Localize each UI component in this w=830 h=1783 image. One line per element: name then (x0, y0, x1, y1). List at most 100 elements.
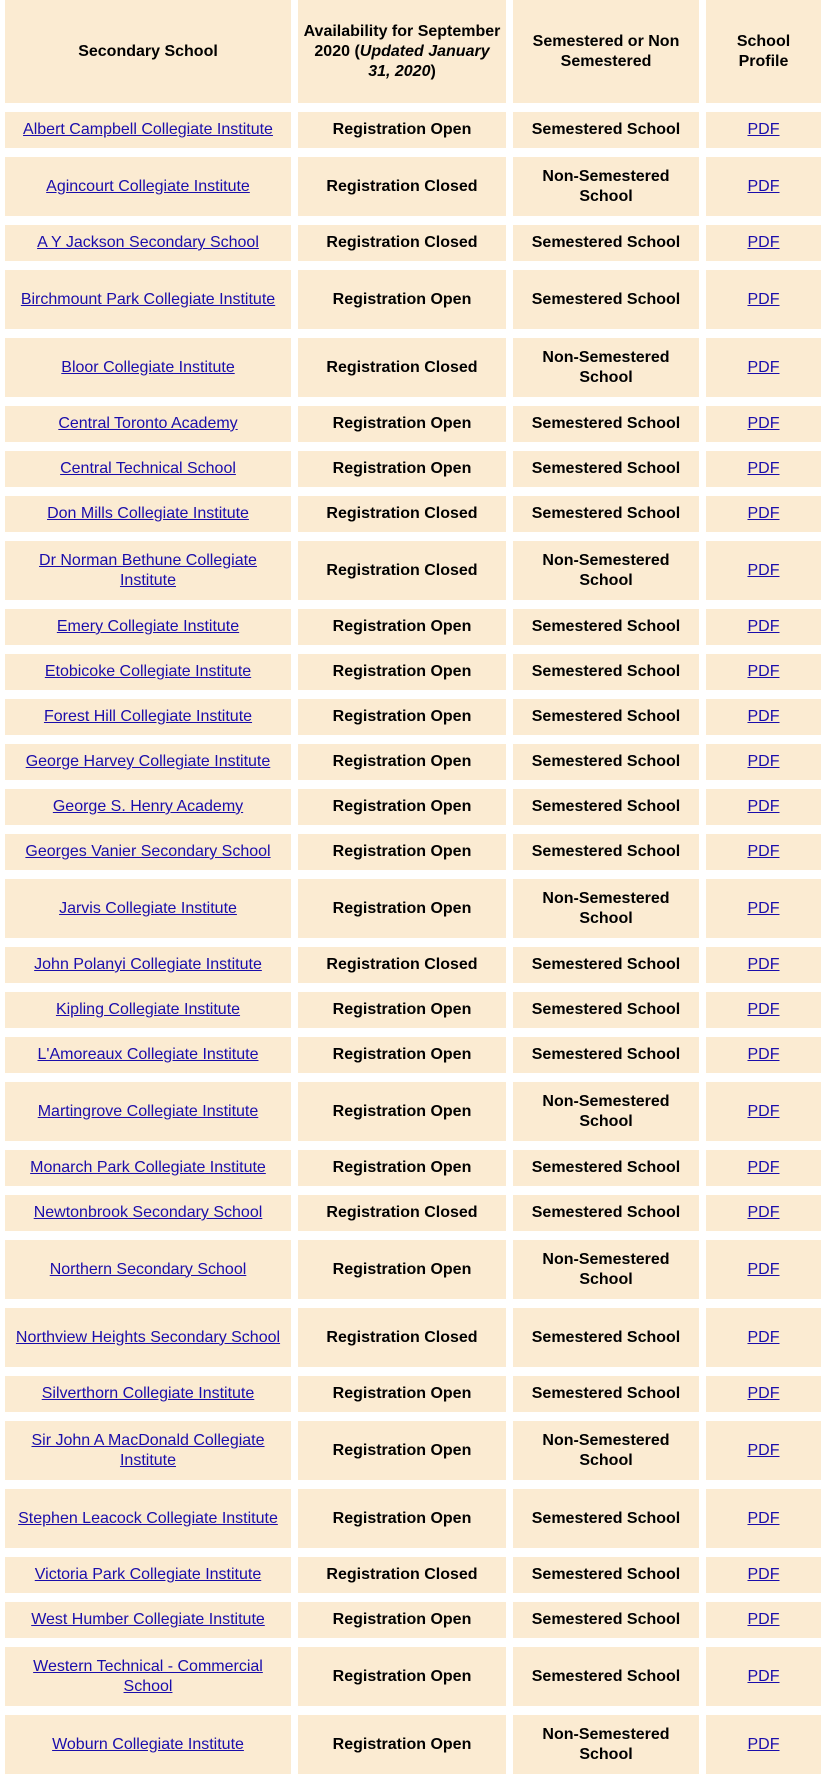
profile-cell: PDF (706, 1421, 821, 1480)
school-link[interactable]: Don Mills Collegiate Institute (47, 505, 249, 522)
availability-cell: Registration Open (298, 451, 506, 487)
profile-pdf-link[interactable]: PDF (747, 618, 780, 635)
profile-pdf-link[interactable]: PDF (747, 505, 780, 522)
school-cell: Forest Hill Collegiate Institute (5, 699, 291, 735)
table-row: Kipling Collegiate Institute Registration… (5, 992, 821, 1028)
semester-type-cell: Non-Semestered School (513, 541, 699, 600)
school-link[interactable]: Western Technical - Commercial School (33, 1657, 263, 1695)
profile-pdf-link[interactable]: PDF (747, 708, 780, 725)
semester-type-cell: Semestered School (513, 947, 699, 983)
profile-pdf-link[interactable]: PDF (747, 1509, 780, 1527)
profile-pdf-link[interactable]: PDF (747, 1102, 780, 1120)
profile-pdf-link[interactable]: PDF (747, 1735, 780, 1753)
availability-cell: Registration Closed (298, 1195, 506, 1231)
profile-cell: PDF (706, 338, 821, 397)
profile-pdf-link[interactable]: PDF (747, 843, 780, 860)
profile-pdf-link[interactable]: PDF (747, 177, 780, 195)
school-link[interactable]: Central Toronto Academy (58, 415, 238, 432)
profile-pdf-link[interactable]: PDF (747, 1159, 780, 1176)
availability-cell: Registration Open (298, 744, 506, 780)
profile-pdf-link[interactable]: PDF (747, 290, 780, 308)
school-link[interactable]: Northview Heights Secondary School (15, 1328, 281, 1346)
school-link[interactable]: A Y Jackson Secondary School (37, 234, 259, 251)
profile-pdf-link[interactable]: PDF (747, 460, 780, 477)
profile-pdf-link[interactable]: PDF (747, 663, 780, 680)
school-cell: Etobicoke Collegiate Institute (5, 654, 291, 690)
profile-pdf-link[interactable]: PDF (747, 899, 780, 917)
school-link[interactable]: Georges Vanier Secondary School (25, 843, 271, 860)
school-link[interactable]: Bloor Collegiate Institute (61, 358, 235, 376)
school-cell: Monarch Park Collegiate Institute (5, 1150, 291, 1186)
profile-pdf-link[interactable]: PDF (747, 956, 780, 973)
school-link[interactable]: L'Amoreaux Collegiate Institute (37, 1046, 259, 1063)
school-link[interactable]: Dr Norman Bethune Collegiate Institute (39, 551, 257, 589)
profile-pdf-link[interactable]: PDF (747, 1441, 780, 1459)
school-link[interactable]: Newtonbrook Secondary School (33, 1204, 263, 1221)
availability-cell: Registration Open (298, 406, 506, 442)
profile-cell: PDF (706, 1308, 821, 1367)
table-row: A Y Jackson Secondary School Registration… (5, 225, 821, 261)
school-link[interactable]: Sir John A MacDonald Collegiate Institut… (31, 1431, 265, 1469)
school-link[interactable]: Forest Hill Collegiate Institute (43, 708, 253, 725)
semester-type-cell: Semestered School (513, 496, 699, 532)
school-link[interactable]: George Harvey Collegiate Institute (25, 753, 271, 770)
table-row: Don Mills Collegiate Institute Registrati… (5, 496, 821, 532)
profile-cell: PDF (706, 1082, 821, 1141)
school-cell: L'Amoreaux Collegiate Institute (5, 1037, 291, 1073)
profile-cell: PDF (706, 270, 821, 329)
profile-pdf-link[interactable]: PDF (747, 1566, 780, 1583)
profile-pdf-link[interactable]: PDF (747, 234, 780, 251)
profile-pdf-link[interactable]: PDF (747, 1046, 780, 1063)
profile-pdf-link[interactable]: PDF (747, 415, 780, 432)
profile-pdf-link[interactable]: PDF (747, 1385, 780, 1402)
school-link[interactable]: George S. Henry Academy (52, 798, 244, 815)
profile-pdf-link[interactable]: PDF (747, 121, 780, 138)
header-availability-close: ) (430, 62, 436, 80)
profile-pdf-link[interactable]: PDF (747, 358, 780, 376)
profile-cell: PDF (706, 992, 821, 1028)
school-link[interactable]: Woburn Collegiate Institute (52, 1735, 244, 1753)
school-link[interactable]: John Polanyi Collegiate Institute (34, 956, 262, 973)
availability-cell: Registration Open (298, 992, 506, 1028)
profile-cell: PDF (706, 789, 821, 825)
profile-pdf-link[interactable]: PDF (747, 1667, 780, 1685)
school-link[interactable]: Jarvis Collegiate Institute (59, 899, 237, 917)
table-row: John Polanyi Collegiate Institute Registr… (5, 947, 821, 983)
school-link[interactable]: Silverthorn Collegiate Institute (41, 1385, 255, 1402)
school-link[interactable]: Stephen Leacock Collegiate Institute (18, 1509, 278, 1527)
profile-pdf-link[interactable]: PDF (747, 798, 780, 815)
profile-pdf-link[interactable]: PDF (747, 1001, 780, 1018)
school-link[interactable]: Monarch Park Collegiate Institute (30, 1159, 266, 1176)
profile-cell: PDF (706, 744, 821, 780)
profile-pdf-link[interactable]: PDF (747, 753, 780, 770)
profile-pdf-link[interactable]: PDF (747, 1328, 780, 1346)
availability-cell: Registration Open (298, 834, 506, 870)
school-link[interactable]: Agincourt Collegiate Institute (46, 177, 250, 195)
semester-type-cell: Semestered School (513, 1150, 699, 1186)
school-link[interactable]: Birchmount Park Collegiate Institute (20, 290, 276, 308)
school-link[interactable]: Northern Secondary School (49, 1260, 247, 1278)
semester-type-cell: Semestered School (513, 1647, 699, 1706)
profile-pdf-link[interactable]: PDF (747, 1260, 780, 1278)
school-link[interactable]: Albert Campbell Collegiate Institute (23, 121, 273, 138)
profile-pdf-link[interactable]: PDF (747, 1204, 780, 1221)
school-link[interactable]: West Humber Collegiate Institute (31, 1611, 265, 1628)
school-cell: Stephen Leacock Collegiate Institute (5, 1489, 291, 1548)
semester-type-cell: Semestered School (513, 654, 699, 690)
profile-cell: PDF (706, 1602, 821, 1638)
profile-cell: PDF (706, 654, 821, 690)
table-row: Central Technical School Registration Ope… (5, 451, 821, 487)
school-link[interactable]: Etobicoke Collegiate Institute (44, 663, 252, 680)
profile-pdf-link[interactable]: PDF (747, 561, 780, 579)
availability-cell: Registration Open (298, 1715, 506, 1774)
availability-cell: Registration Closed (298, 1557, 506, 1593)
school-link[interactable]: Kipling Collegiate Institute (55, 1001, 241, 1018)
school-link[interactable]: Martingrove Collegiate Institute (37, 1102, 259, 1120)
profile-pdf-link[interactable]: PDF (747, 1611, 780, 1628)
school-link[interactable]: Central Technical School (60, 460, 236, 477)
availability-cell: Registration Open (298, 1489, 506, 1548)
semester-type-cell: Semestered School (513, 225, 699, 261)
school-cell: Central Technical School (5, 451, 291, 487)
school-link[interactable]: Emery Collegiate Institute (56, 618, 240, 635)
school-link[interactable]: Victoria Park Collegiate Institute (34, 1566, 262, 1583)
